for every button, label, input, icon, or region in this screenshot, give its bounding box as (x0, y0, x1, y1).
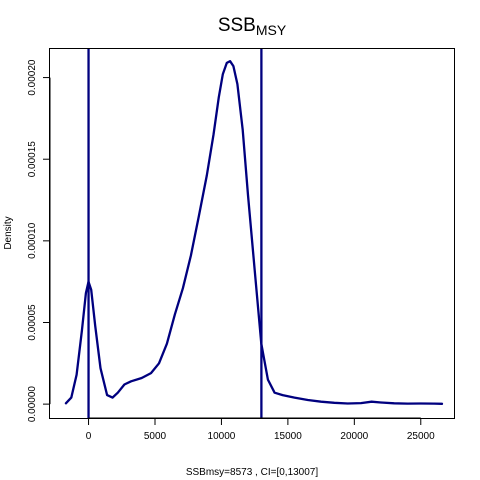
x-axis-label: SSBmsy=8573 , CI=[0,13007] (186, 467, 319, 478)
y-tick-label: 0.00010 (27, 222, 38, 259)
y-tick-label: 0.00005 (27, 304, 38, 341)
x-tick-label: 10000 (208, 431, 236, 442)
x-tick-label: 20000 (340, 431, 368, 442)
y-tick-label: 0.00020 (27, 59, 38, 96)
density-curve-0 (64, 60, 444, 405)
x-tick-label: 25000 (407, 431, 435, 442)
y-tick-label: 0.00015 (27, 141, 38, 178)
chart-title-subscript: MSY (256, 22, 287, 38)
chart-title-main: SSB (218, 15, 256, 36)
chart-title: SSBMSY (218, 15, 287, 38)
x-tick-label: 0 (86, 431, 92, 442)
x-tick-label: 5000 (144, 431, 167, 442)
plot-marks (64, 49, 444, 418)
y-axis: 0.00000 0.00005 0.00010 0.00015 0.00020 (27, 59, 51, 423)
y-tick-label: 0.00000 (27, 386, 38, 423)
x-axis: 0 5000 10000 15000 20000 25000 (86, 417, 435, 442)
y-axis-label: Density (3, 216, 14, 249)
x-tick-label: 15000 (274, 431, 302, 442)
